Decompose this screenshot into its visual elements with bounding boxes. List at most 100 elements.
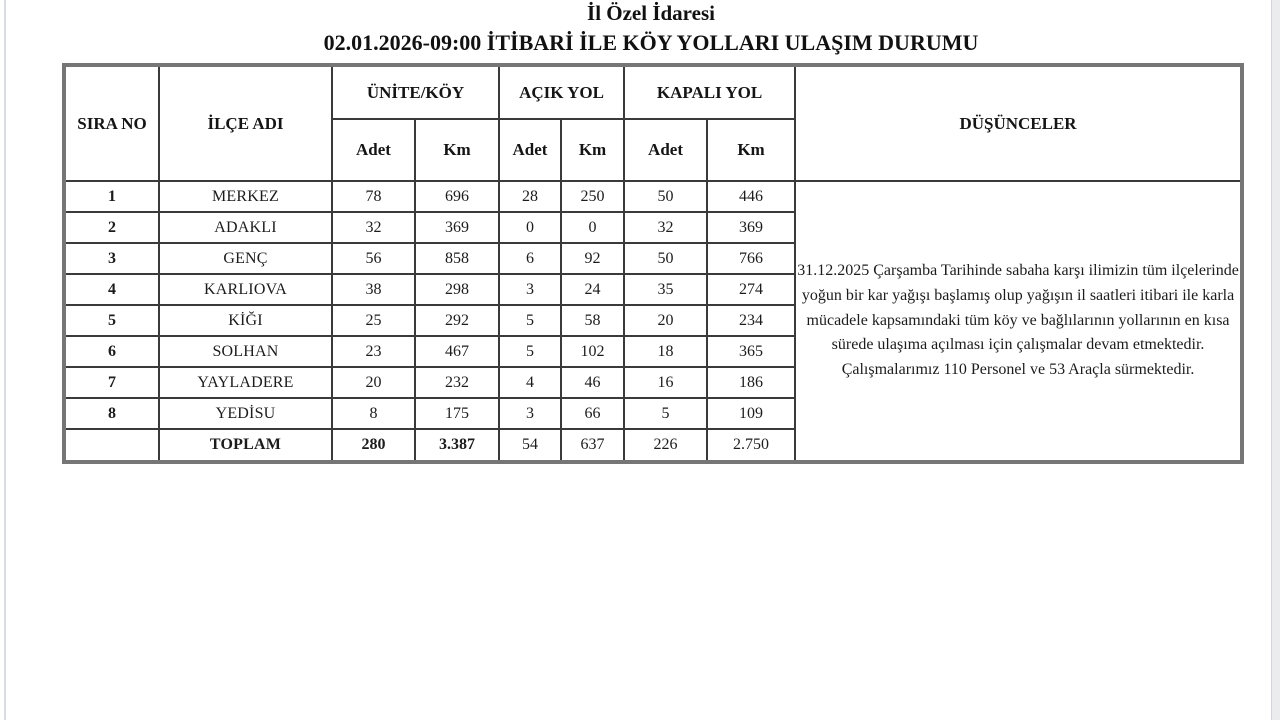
- cell-kapali-adet: 35: [623, 273, 709, 306]
- cell-acik-adet: 3: [498, 397, 563, 430]
- header-sira-no: SIRA NO: [63, 64, 160, 182]
- cell-unite-km: 232: [413, 366, 501, 399]
- total-acik-adet: 54: [498, 428, 563, 463]
- cell-acik-km: 58: [560, 304, 626, 337]
- cell-kapali-adet: 16: [623, 366, 709, 399]
- total-kapali-adet: 226: [623, 428, 709, 463]
- cell-sira: 3: [63, 242, 160, 275]
- dusunceler-notes-cell: 31.12.2025 Çarşamba Tarihinde sabaha kar…: [794, 180, 1244, 463]
- total-empty-cell: [63, 428, 160, 463]
- cell-unite-adet: 8: [331, 397, 416, 430]
- cell-acik-adet: 5: [498, 335, 563, 368]
- cell-acik-adet: 28: [498, 180, 563, 213]
- notes-paragraph-2: Çalışmalarımız 110 Personel ve 53 Araçla…: [841, 361, 1195, 379]
- total-unite-adet: 280: [331, 428, 416, 463]
- page-subtitle: 02.01.2026-09:00 İTİBARİ İLE KÖY YOLLARI…: [323, 30, 979, 55]
- cell-ilce: GENÇ: [158, 242, 333, 275]
- cell-acik-adet: 0: [498, 211, 563, 244]
- cell-sira: 7: [63, 366, 160, 399]
- cell-kapali-adet: 5: [623, 397, 709, 430]
- cell-acik-km: 250: [560, 180, 626, 213]
- cell-acik-km: 66: [560, 397, 626, 430]
- table-row: 4 KARLIOVA 38 298 3 24 35 274: [63, 273, 1242, 306]
- cell-sira: 5: [63, 304, 160, 337]
- cell-ilce: SOLHAN: [158, 335, 333, 368]
- cell-ilce: MERKEZ: [158, 180, 333, 213]
- cell-ilce: YEDİSU: [158, 397, 333, 430]
- cell-unite-km: 175: [413, 397, 501, 430]
- cell-kapali-km: 186: [706, 366, 797, 399]
- cell-kapali-adet: 20: [623, 304, 709, 337]
- table-row: 5 KİĞI 25 292 5 58 20 234: [63, 304, 1242, 337]
- cell-sira: 6: [63, 335, 160, 368]
- table-row: 2 ADAKLI 32 369 0 0 32 369: [63, 211, 1242, 244]
- header-unite-adet: Adet: [331, 118, 416, 182]
- cell-unite-adet: 56: [331, 242, 416, 275]
- cell-acik-adet: 4: [498, 366, 563, 399]
- header-kapali-km: Km: [706, 118, 797, 182]
- header-ilce-adi: İLÇE ADI: [158, 64, 333, 182]
- cell-sira: 4: [63, 273, 160, 306]
- table-row: 7 YAYLADERE 20 232 4 46 16 186: [63, 366, 1242, 399]
- table-row: 8 YEDİSU 8 175 3 66 5 109: [63, 397, 1242, 430]
- cell-acik-km: 0: [560, 211, 626, 244]
- table-row: 1 MERKEZ 78 696 28 250 50 446 31.12.2025…: [63, 180, 1244, 463]
- cell-kapali-km: 446: [706, 180, 797, 213]
- total-acik-km: 637: [560, 428, 626, 463]
- header-row-groups: SIRA NO İLÇE ADI ÜNİTE/KÖY AÇIK YOL KAPA…: [63, 64, 1244, 182]
- cell-kapali-km: 766: [706, 242, 797, 275]
- cell-unite-km: 292: [413, 304, 501, 337]
- cell-unite-km: 858: [413, 242, 501, 275]
- cell-acik-km: 102: [560, 335, 626, 368]
- header-kapali-yol: KAPALI YOL: [623, 64, 797, 120]
- cell-acik-km: 92: [560, 242, 626, 275]
- header-kapali-adet: Adet: [623, 118, 709, 182]
- table-row: 3 GENÇ 56 858 6 92 50 766: [63, 242, 1242, 275]
- cell-sira: 1: [63, 180, 160, 213]
- cell-kapali-adet: 18: [623, 335, 709, 368]
- scan-edge-right: [1271, 0, 1280, 720]
- cell-acik-km: 24: [560, 273, 626, 306]
- cell-ilce: YAYLADERE: [158, 366, 333, 399]
- total-unite-km: 3.387: [413, 428, 501, 463]
- cell-sira: 2: [63, 211, 160, 244]
- cell-acik-adet: 5: [498, 304, 563, 337]
- cell-unite-adet: 32: [331, 211, 416, 244]
- cell-ilce: ADAKLI: [158, 211, 333, 244]
- cell-ilce: KİĞI: [158, 304, 333, 337]
- cell-unite-adet: 78: [331, 180, 416, 213]
- total-label: TOPLAM: [158, 428, 333, 463]
- cell-unite-adet: 23: [331, 335, 416, 368]
- cell-sira: 8: [63, 397, 160, 430]
- cell-kapali-km: 109: [706, 397, 797, 430]
- header-row-subcolumns: Adet Km Adet Km Adet Km: [64, 118, 1242, 182]
- header-dusunceler: DÜŞÜNCELER: [794, 64, 1244, 182]
- cell-kapali-km: 369: [706, 211, 797, 244]
- header-unite-koy: ÜNİTE/KÖY: [330, 64, 501, 120]
- total-kapali-km: 2.750: [706, 428, 797, 463]
- cell-unite-km: 467: [413, 335, 501, 368]
- cell-kapali-adet: 50: [623, 180, 709, 213]
- cell-acik-adet: 3: [498, 273, 563, 306]
- header-acik-km: Km: [560, 118, 626, 182]
- notes-paragraph-1: 31.12.2025 Çarşamba Tarihinde sabaha kar…: [797, 261, 1239, 354]
- road-status-table: SIRA NO İLÇE ADI ÜNİTE/KÖY AÇIK YOL KAPA…: [62, 63, 1245, 464]
- cell-unite-km: 369: [413, 211, 501, 244]
- cell-kapali-adet: 32: [623, 211, 709, 244]
- cell-kapali-km: 365: [706, 335, 797, 368]
- header-acik-adet: Adet: [498, 118, 563, 182]
- cell-acik-km: 46: [560, 366, 626, 399]
- cell-unite-km: 298: [413, 273, 501, 306]
- cell-acik-adet: 6: [498, 242, 563, 275]
- scan-edge-left: [4, 0, 6, 720]
- cell-unite-adet: 38: [331, 273, 416, 306]
- cell-unite-adet: 25: [331, 304, 416, 337]
- cell-kapali-adet: 50: [623, 242, 709, 275]
- cell-kapali-km: 274: [706, 273, 797, 306]
- header-unite-km: Km: [413, 118, 501, 182]
- cell-kapali-km: 234: [706, 304, 797, 337]
- cell-unite-km: 696: [413, 180, 501, 213]
- page-title: İl Özel İdaresi: [587, 1, 715, 25]
- total-row: TOPLAM 280 3.387 54 637 226 2.750: [63, 428, 1242, 463]
